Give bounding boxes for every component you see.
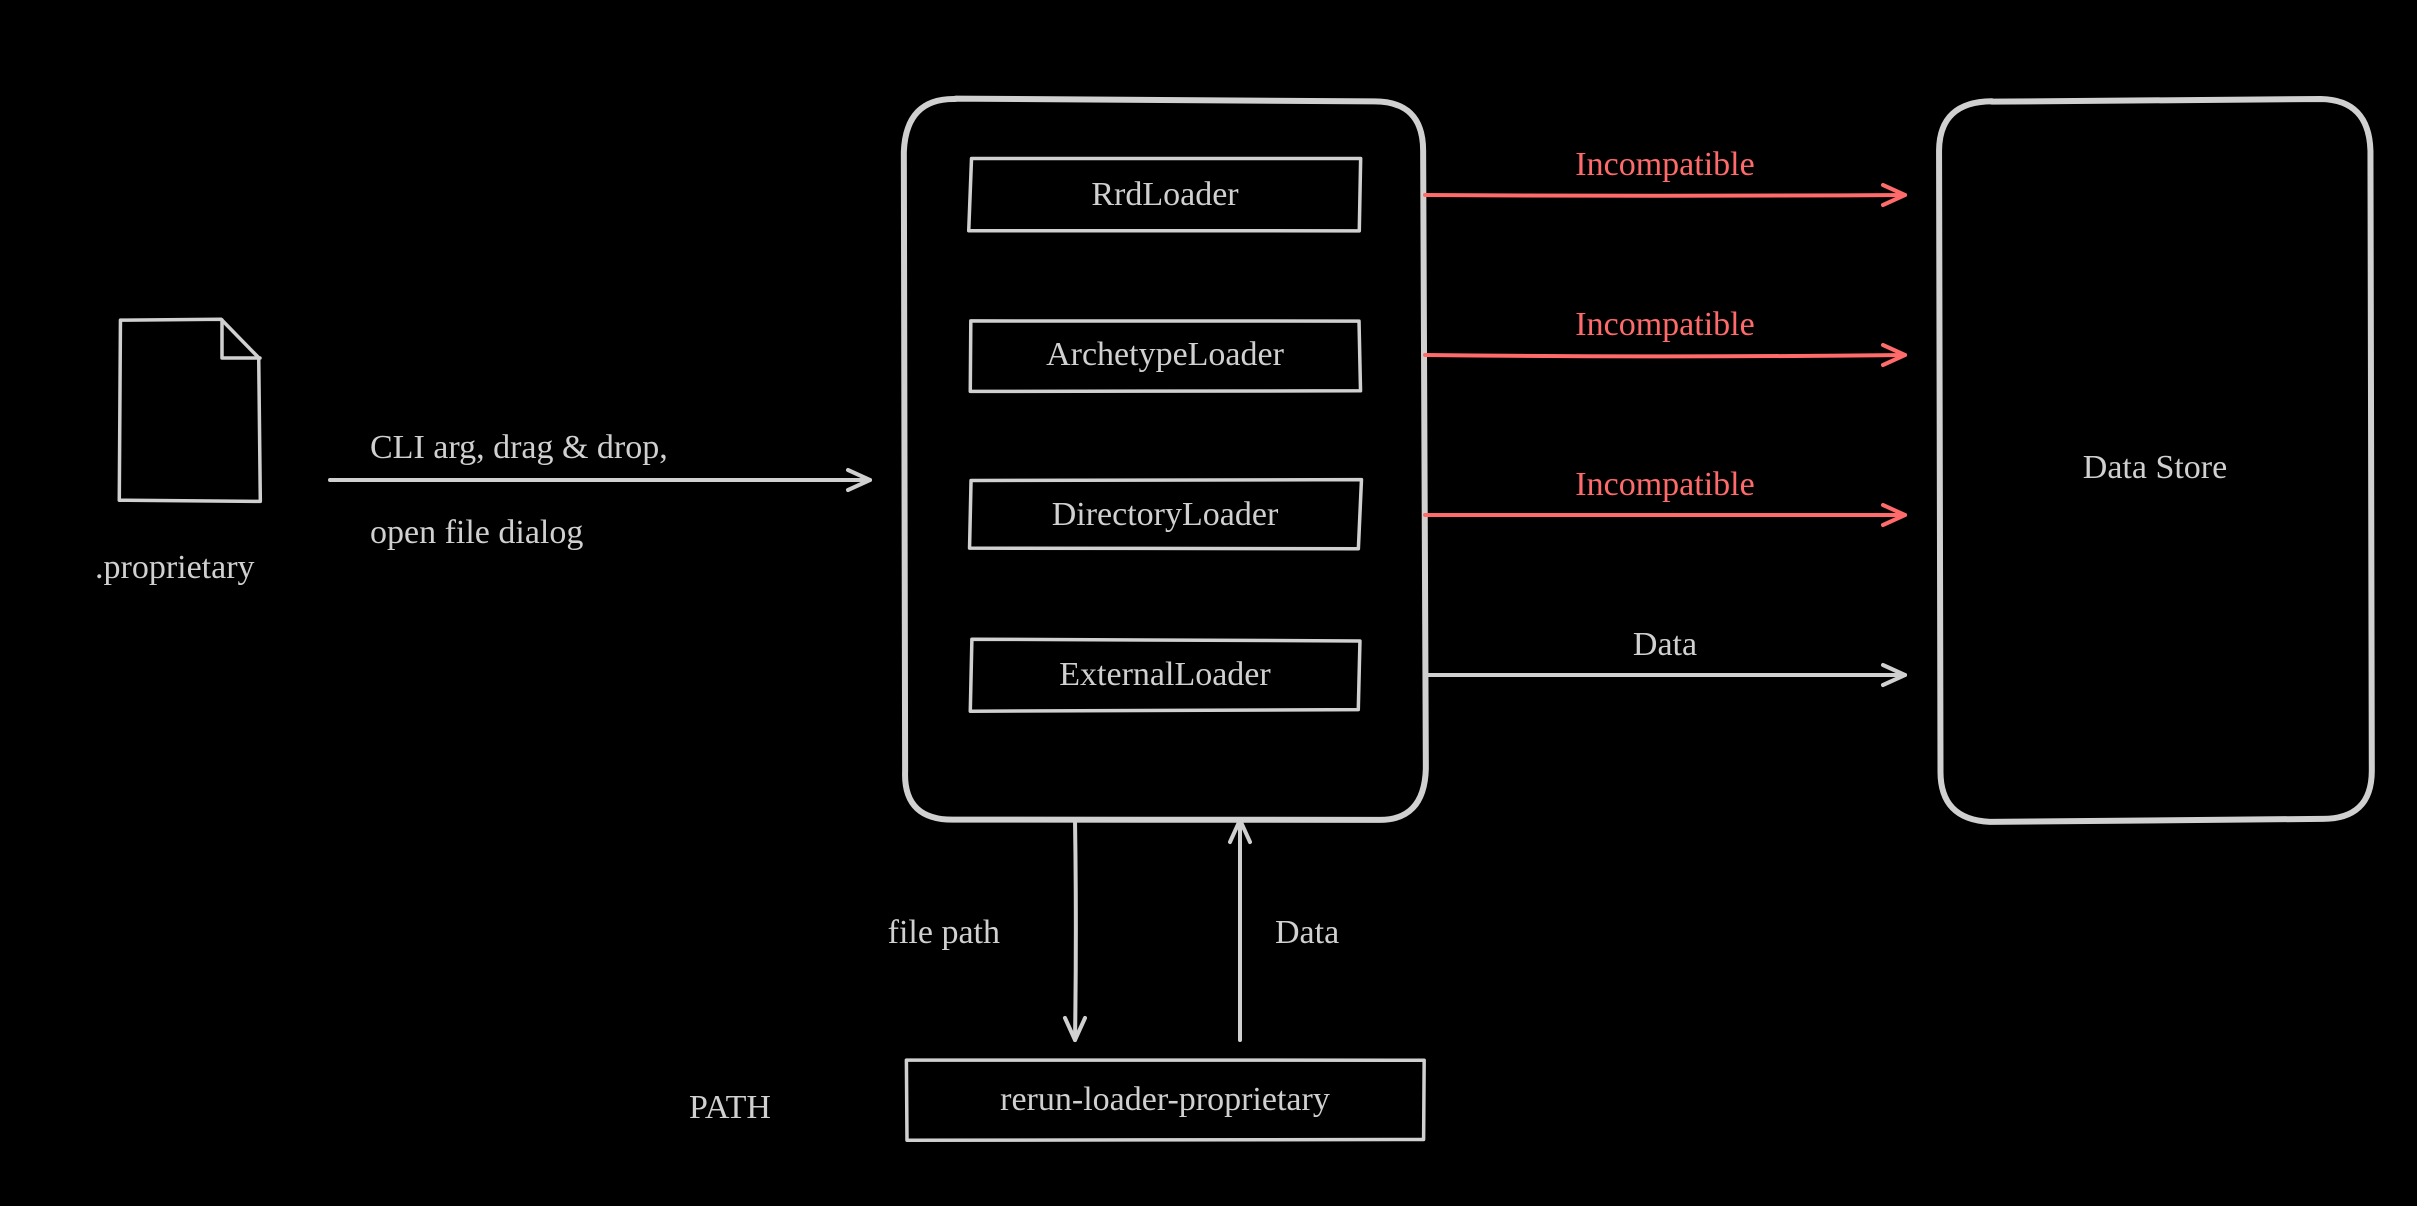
loader-out-arrow-archetype <box>1425 345 1905 365</box>
path-label: PATH <box>689 1089 771 1126</box>
loader-out-label-external: Data <box>1633 626 1697 663</box>
loader-out-label-archetype: Incompatible <box>1575 306 1754 343</box>
rerun-loader-label: rerun-loader-proprietary <box>1000 1081 1330 1118</box>
loader-label-external: ExternalLoader <box>1059 656 1271 693</box>
file-path-label: file path <box>888 914 1000 951</box>
loader-out-label-rrd: Incompatible <box>1575 146 1754 183</box>
data-up-arrow <box>1230 820 1250 1040</box>
input-arrow <box>330 470 870 490</box>
loader-label-rrd: RrdLoader <box>1091 176 1239 213</box>
loader-out-arrow-external <box>1425 665 1905 685</box>
loader-out-arrow-directory <box>1425 505 1905 525</box>
file-icon <box>119 319 260 501</box>
loader-out-label-directory: Incompatible <box>1575 466 1754 503</box>
loader-label-archetype: ArchetypeLoader <box>1046 336 1285 373</box>
input-arrow-label-top: CLI arg, drag & drop, <box>370 429 668 466</box>
file-label: .proprietary <box>95 549 255 586</box>
loader-label-directory: DirectoryLoader <box>1052 496 1279 533</box>
loader-out-arrow-rrd <box>1425 185 1905 205</box>
file-path-arrow <box>1065 820 1085 1040</box>
input-arrow-label-bottom: open file dialog <box>370 514 583 551</box>
data-store-label: Data Store <box>2083 449 2227 486</box>
data-up-label: Data <box>1275 914 1339 951</box>
loader-architecture-diagram: .proprietary RrdLoader ArchetypeLoader Dire… <box>0 0 2417 1206</box>
